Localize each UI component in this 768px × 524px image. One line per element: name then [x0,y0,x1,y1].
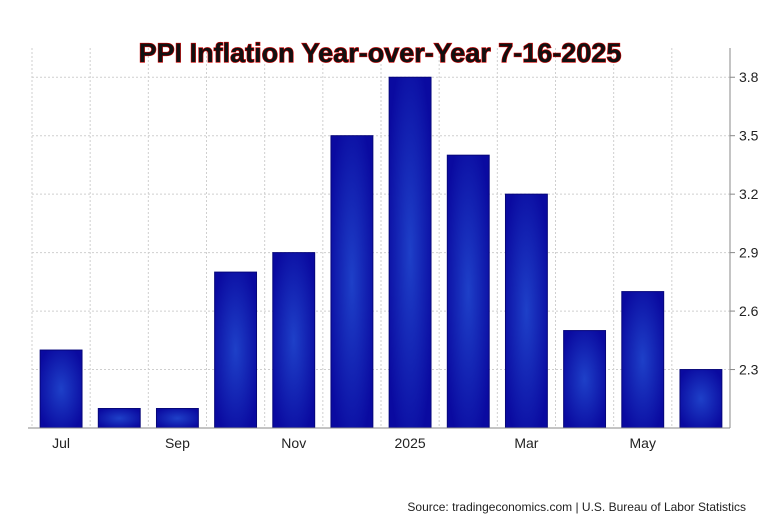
x-tick-label: Mar [514,435,538,451]
y-tick-label: 2.3 [739,362,759,378]
x-tick-label: Nov [281,435,306,451]
bar-jun [679,369,723,429]
bar-dec [330,135,374,429]
grid-lines [31,48,731,428]
bar-mar [504,193,548,429]
bar-nov [272,252,316,429]
bar-apr [563,330,607,429]
bar-2025 [388,76,432,429]
bar-aug [97,408,141,429]
bar-oct [214,271,258,429]
bars [39,76,723,429]
source-note: Source: tradingeconomics.com | U.S. Bure… [407,500,746,514]
bar-sep [155,408,199,429]
bar-may [621,291,665,429]
axes: 2.3 2.6 2.9 3.2 3.5 3.8 Jul Sep Nov 2025 Mar May [28,48,759,451]
y-tick-label: 2.6 [739,303,759,319]
x-tick-label: May [630,435,656,451]
x-tick-label: 2025 [395,435,426,451]
x-tick-label: Sep [165,435,190,451]
y-tick-label: 3.8 [739,69,759,85]
y-tick-label: 2.9 [739,245,759,261]
y-tick-label: 3.2 [739,186,759,202]
chart-title: PPI Inflation Year-over-Year 7-16-2025 [139,38,622,68]
bar-jul [39,349,83,429]
x-tick-label: Jul [52,435,70,451]
y-tick-label: 3.5 [739,128,759,144]
bar-feb [446,154,490,429]
